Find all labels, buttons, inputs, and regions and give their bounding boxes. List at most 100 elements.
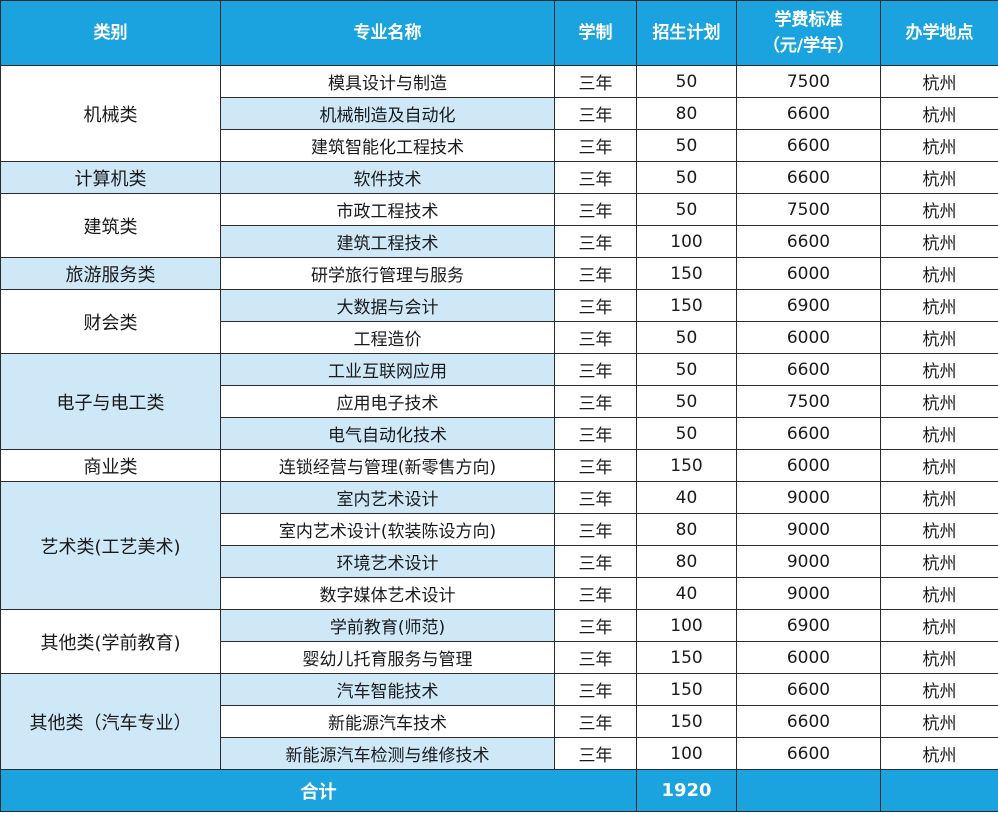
table-row: 电子与电工类 工业互联网应用 三年 50 6600 杭州 <box>0 353 998 450</box>
location-cell: 杭州 <box>880 705 998 738</box>
duration-cell: 三年 <box>554 609 637 642</box>
location-cell: 杭州 <box>880 65 998 98</box>
major-cell: 软件技术 <box>220 161 555 194</box>
tuition-cell: 6600 <box>736 673 881 706</box>
header-duration: 学制 <box>554 0 637 66</box>
tuition-cell: 7500 <box>736 385 881 418</box>
quota-cell: 50 <box>636 321 737 354</box>
table-row: 其他类（汽车专业） 汽车智能技术 三年 150 6600 杭州 <box>0 673 998 770</box>
tuition-cell: 6600 <box>736 705 881 738</box>
location-cell: 杭州 <box>880 257 998 290</box>
quota-cell: 150 <box>636 673 737 706</box>
major-cell: 市政工程技术 <box>220 193 555 226</box>
category-cell: 计算机类 <box>0 161 221 194</box>
major-cell: 数字媒体艺术设计 <box>220 577 555 610</box>
table-body: 机械类 模具设计与制造 三年 50 7500 杭州 机械制造及自动化 三年 80… <box>0 65 998 770</box>
table-header: 类别 专业名称 学制 招生计划 学费标准 （元/学年） 办学地点 <box>0 0 998 66</box>
major-cell: 应用电子技术 <box>220 385 555 418</box>
duration-cell: 三年 <box>554 161 637 194</box>
total-quota: 1920 <box>636 769 737 812</box>
location-cell: 杭州 <box>880 225 998 258</box>
duration-cell: 三年 <box>554 321 637 354</box>
tuition-cell: 7500 <box>736 65 881 98</box>
category-cell: 机械类 <box>0 65 221 162</box>
table-row: 建筑类 市政工程技术 三年 50 7500 杭州 <box>0 193 998 258</box>
location-cell: 杭州 <box>880 385 998 418</box>
location-cell: 杭州 <box>880 417 998 450</box>
quota-cell: 80 <box>636 545 737 578</box>
location-cell: 杭州 <box>880 97 998 130</box>
major-cell: 新能源汽车技术 <box>220 705 555 738</box>
major-cell: 工业互联网应用 <box>220 353 555 386</box>
total-empty-tuition <box>736 769 881 812</box>
quota-cell: 150 <box>636 257 737 290</box>
category-cell: 艺术类(工艺美术) <box>0 481 221 610</box>
category-cell: 其他类(学前教育) <box>0 609 221 674</box>
tuition-cell: 6600 <box>736 737 881 770</box>
quota-cell: 50 <box>636 161 737 194</box>
category-cell: 财会类 <box>0 289 221 354</box>
category-cell: 旅游服务类 <box>0 257 221 290</box>
location-cell: 杭州 <box>880 577 998 610</box>
major-cell: 模具设计与制造 <box>220 65 555 98</box>
duration-cell: 三年 <box>554 385 637 418</box>
tuition-cell: 7500 <box>736 193 881 226</box>
duration-cell: 三年 <box>554 577 637 610</box>
table-row: 机械类 模具设计与制造 三年 50 7500 杭州 <box>0 65 998 162</box>
duration-cell: 三年 <box>554 545 637 578</box>
table-footer: 合计 1920 <box>0 769 998 812</box>
location-cell: 杭州 <box>880 545 998 578</box>
location-cell: 杭州 <box>880 161 998 194</box>
duration-cell: 三年 <box>554 289 637 322</box>
duration-cell: 三年 <box>554 353 637 386</box>
location-cell: 杭州 <box>880 673 998 706</box>
quota-cell: 50 <box>636 65 737 98</box>
tuition-cell: 6600 <box>736 353 881 386</box>
quota-cell: 150 <box>636 705 737 738</box>
header-major: 专业名称 <box>220 0 555 66</box>
quota-cell: 150 <box>636 641 737 674</box>
quota-cell: 50 <box>636 417 737 450</box>
quota-cell: 80 <box>636 513 737 546</box>
tuition-cell: 9000 <box>736 577 881 610</box>
table-row: 计算机类 软件技术 三年 50 6600 杭州 <box>0 161 998 194</box>
tuition-cell: 6900 <box>736 289 881 322</box>
duration-cell: 三年 <box>554 673 637 706</box>
major-cell: 电气自动化技术 <box>220 417 555 450</box>
major-cell: 机械制造及自动化 <box>220 97 555 130</box>
location-cell: 杭州 <box>880 353 998 386</box>
duration-cell: 三年 <box>554 129 637 162</box>
major-cell: 室内艺术设计 <box>220 481 555 514</box>
header-tuition-line1: 学费标准 <box>774 10 843 30</box>
quota-cell: 150 <box>636 449 737 482</box>
tuition-cell: 6900 <box>736 609 881 642</box>
category-cell: 电子与电工类 <box>0 353 221 450</box>
tuition-cell: 6600 <box>736 129 881 162</box>
major-cell: 建筑智能化工程技术 <box>220 129 555 162</box>
tuition-cell: 6600 <box>736 225 881 258</box>
tuition-cell: 6000 <box>736 321 881 354</box>
header-quota: 招生计划 <box>636 0 737 66</box>
total-label: 合计 <box>0 769 637 812</box>
table-row: 财会类 大数据与会计 三年 150 6900 杭州 <box>0 289 998 354</box>
duration-cell: 三年 <box>554 257 637 290</box>
quota-cell: 150 <box>636 289 737 322</box>
header-location: 办学地点 <box>880 0 998 66</box>
duration-cell: 三年 <box>554 737 637 770</box>
table-row: 新能源汽车技术 三年 150 6600 杭州 <box>1 705 998 738</box>
quota-cell: 100 <box>636 737 737 770</box>
quota-cell: 80 <box>636 97 737 130</box>
major-cell: 大数据与会计 <box>220 289 555 322</box>
major-cell: 环境艺术设计 <box>220 545 555 578</box>
location-cell: 杭州 <box>880 289 998 322</box>
location-cell: 杭州 <box>880 321 998 354</box>
tuition-cell: 6600 <box>736 161 881 194</box>
header-tuition: 学费标准 （元/学年） <box>736 0 881 66</box>
tuition-cell: 6600 <box>736 417 881 450</box>
tuition-cell: 6600 <box>736 97 881 130</box>
total-row: 合计 1920 <box>0 769 998 812</box>
table-row: 电气自动化技术 三年 50 6600 杭州 <box>1 417 998 450</box>
header-category: 类别 <box>0 0 221 66</box>
tuition-cell: 9000 <box>736 545 881 578</box>
location-cell: 杭州 <box>880 737 998 770</box>
